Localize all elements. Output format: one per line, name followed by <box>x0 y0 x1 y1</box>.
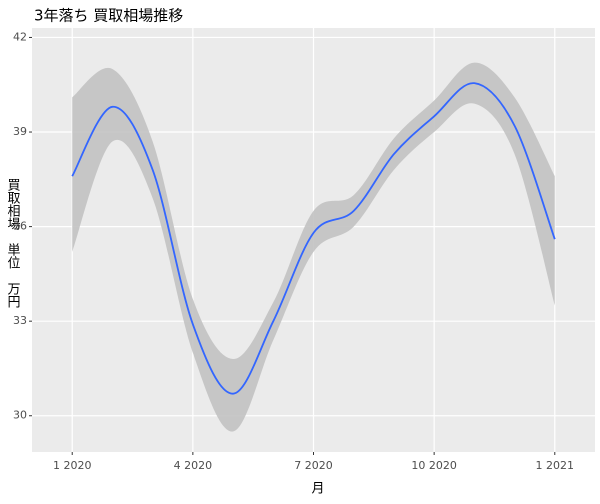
y-tick-label: 33 <box>13 314 27 327</box>
smooth-line <box>71 82 556 395</box>
x-tick-label: 4 2020 <box>174 459 213 472</box>
chart-title: 3年落ち 買取相場推移 <box>34 7 183 25</box>
x-tick-label: 1 2020 <box>53 459 92 472</box>
x-tick-label: 10 2020 <box>411 459 457 472</box>
y-tick-label: 36 <box>13 220 27 233</box>
x-tick-label: 7 2020 <box>294 459 333 472</box>
y-axis-title: 買取相場 単位 万円 <box>5 178 21 308</box>
confidence-band <box>72 62 555 432</box>
x-axis-title: 月 <box>311 482 324 497</box>
x-tick-label: 1 2021 <box>536 459 575 472</box>
y-tick-label: 30 <box>13 409 27 422</box>
y-tick-label: 39 <box>13 125 27 138</box>
y-tick-label: 42 <box>13 30 27 43</box>
